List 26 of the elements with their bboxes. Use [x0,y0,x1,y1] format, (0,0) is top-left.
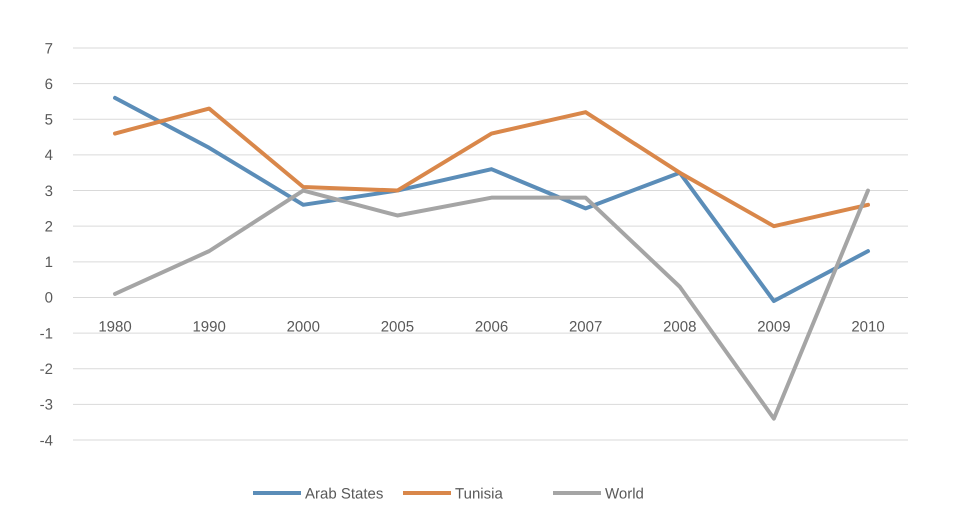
y-tick-label: -3 [40,396,53,414]
y-tick-label: -1 [40,325,53,342]
x-tick-label: 1980 [98,318,132,336]
x-tick-label: 2008 [663,318,696,336]
y-tick-label: -2 [40,360,53,378]
x-tick-label: 1990 [192,318,226,336]
y-tick-label: 3 [44,182,53,200]
y-tick-label: 5 [44,112,53,129]
y-tick-label: 2 [44,218,53,236]
y-tick-label: 1 [44,254,53,272]
line-series [113,106,870,228]
x-tick-label: 2010 [851,318,885,336]
legend-label: Arab States [305,485,384,502]
line-series [113,96,870,304]
y-tick-label: 7 [44,40,53,58]
x-tick-label: 2009 [757,318,791,336]
legend-label: World [605,485,644,502]
y-tick-label: 6 [44,76,53,93]
x-tick-label: 2007 [568,318,602,336]
x-tick-label: 2006 [474,318,508,336]
y-tick-label: 0 [44,290,53,307]
y-tick-label: -4 [40,432,53,450]
x-tick-label: 2000 [286,318,320,336]
x-tick-label: 2005 [380,318,414,336]
y-tick-label: 4 [44,147,53,164]
legend-label: Tunisia [455,485,504,502]
